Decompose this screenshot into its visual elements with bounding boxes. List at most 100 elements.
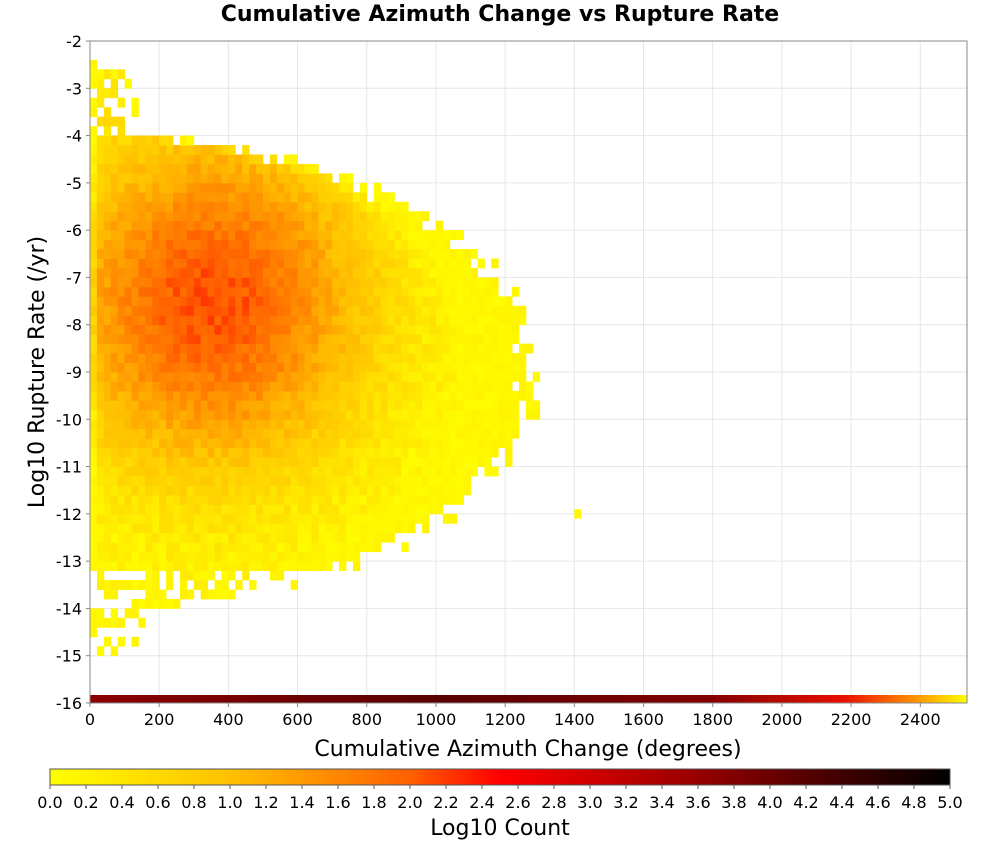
heatmap-cell (380, 419, 388, 430)
heatmap-cell (138, 494, 146, 505)
heatmap-cell (477, 362, 485, 373)
heatmap-cell (235, 305, 243, 316)
heatmap-cell (131, 381, 139, 392)
heatmap-cell (325, 400, 333, 411)
heatmap-cell (325, 494, 333, 505)
heatmap-cell (138, 390, 146, 401)
heatmap-cell (352, 192, 361, 203)
heatmap-cell (214, 239, 222, 250)
heatmap-cell (352, 457, 361, 467)
heatmap-cell (435, 267, 444, 278)
x-axis-ticks: 0 200 400 600 800 1000 1200 1400 1600 1800 2000 220… (85, 703, 941, 729)
heatmap-cell (394, 267, 402, 278)
heatmap-cell (131, 542, 139, 553)
heatmap-cell (491, 324, 499, 335)
heatmap-cell (269, 504, 278, 515)
heatmap-cell (380, 296, 388, 307)
heatmap-cell (498, 381, 506, 392)
heatmap-cell (242, 353, 250, 363)
heatmap-cell (131, 154, 139, 165)
heatmap-cell (429, 296, 437, 307)
heatmap-cell (173, 334, 181, 345)
heatmap-cell (96, 532, 105, 543)
heatmap-cell (304, 334, 312, 345)
heatmap-cell (318, 211, 326, 222)
heatmap-cell (138, 438, 146, 449)
heatmap-cell (214, 163, 222, 174)
heatmap-cell (435, 504, 444, 515)
heatmap-cell (366, 305, 375, 316)
heatmap-cell (311, 447, 319, 458)
heatmap-cell (131, 201, 139, 212)
heatmap-cell (352, 419, 361, 430)
heatmap-cell (228, 173, 236, 184)
heatmap-cell (96, 419, 105, 430)
heatmap-cell (366, 400, 375, 411)
heatmap-cell (214, 400, 222, 411)
heatmap-cell (228, 589, 236, 600)
heatmap-cell (152, 154, 160, 165)
heatmap-cell (214, 580, 222, 590)
heatmap-cell (221, 542, 229, 553)
heatmap-cell (290, 211, 298, 222)
heatmap-cell (110, 400, 119, 411)
heatmap-cell (318, 192, 326, 203)
heatmap-cell (304, 457, 312, 467)
heatmap-cell (463, 277, 471, 288)
heatmap-cell (290, 513, 298, 524)
heatmap-cell (131, 447, 139, 458)
heatmap-cell (214, 372, 222, 382)
colorbar-tick-label: 1.0 (217, 793, 242, 812)
heatmap-cell (152, 220, 160, 231)
heatmap-cell (387, 239, 395, 250)
heatmap-cell (103, 173, 112, 184)
heatmap-cell (339, 362, 347, 373)
heatmap-cell (173, 296, 181, 307)
x-tick-label: 1400 (554, 710, 595, 729)
heatmap-cell (339, 334, 347, 345)
heatmap-cell (152, 192, 160, 203)
heatmap-cell (297, 220, 305, 231)
heatmap-cell (131, 230, 139, 240)
heatmap-cell (332, 239, 340, 250)
heatmap-cell (200, 305, 209, 316)
heatmap-cell (117, 163, 125, 174)
heatmap-cell (159, 457, 167, 467)
heatmap-cell (463, 447, 471, 458)
heatmap-cell (179, 163, 188, 174)
heatmap-cell (138, 173, 146, 184)
heatmap-cell (152, 428, 160, 439)
heatmap-cell (249, 476, 257, 486)
heatmap-cell (269, 267, 278, 278)
heatmap-cell (262, 267, 271, 278)
heatmap-cell (200, 381, 209, 392)
heatmap-cell (166, 466, 174, 477)
heatmap-cell (110, 457, 119, 467)
heatmap-cell (193, 551, 202, 562)
heatmap-cell (456, 494, 465, 505)
heatmap-cell (339, 504, 347, 515)
heatmap-cell (214, 201, 222, 212)
heatmap-cell (269, 466, 278, 477)
heatmap-cell (159, 305, 167, 316)
heatmap-cell (145, 504, 153, 515)
heatmap-cell (200, 372, 209, 382)
heatmap-cell (304, 400, 312, 411)
heatmap-cell (283, 485, 292, 496)
heatmap-cell (152, 239, 160, 250)
heatmap-cell (138, 201, 146, 212)
heatmap-cell (256, 523, 264, 534)
heatmap-cell (173, 504, 181, 515)
heatmap-cell (332, 343, 340, 354)
heatmap-cell (269, 353, 278, 363)
heatmap-cell (408, 362, 416, 373)
heatmap-cell (449, 457, 458, 467)
heatmap-cell (166, 457, 174, 467)
heatmap-cell (387, 343, 395, 354)
heatmap-cell (207, 485, 215, 496)
heatmap-cell (166, 230, 174, 240)
heatmap-cell (297, 324, 305, 335)
heatmap-cell (401, 494, 409, 505)
heatmap-cell (200, 428, 209, 439)
heatmap-cell (110, 211, 119, 222)
